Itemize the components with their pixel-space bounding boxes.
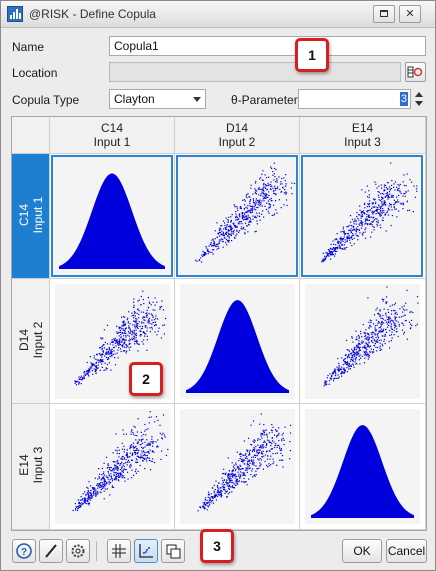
edit-button[interactable]	[39, 539, 63, 563]
row-header-cell: E14	[17, 454, 31, 476]
column-header-3[interactable]: E14 Input 3	[300, 117, 426, 154]
scatter-view-icon	[139, 544, 153, 558]
density-plot	[180, 284, 295, 399]
column-header-name: Input 3	[344, 135, 381, 149]
row-header-name: Input 2	[31, 321, 45, 359]
copula-matrix: C14 Input 1 D14 Input 2 E14 Input 3 C14 …	[11, 116, 427, 531]
restore-icon	[380, 10, 388, 17]
row-header-1[interactable]: C14 Input 1	[12, 154, 50, 279]
title-bar: @RISK - Define Copula ✕	[1, 1, 435, 28]
matrix-cell-1-2[interactable]	[175, 154, 300, 279]
density-plot	[51, 155, 173, 277]
row-header-2[interactable]: D14 Input 2	[12, 279, 50, 404]
row-header-cell: D14	[17, 329, 31, 352]
row-header-cell-line: C14 Input 1	[17, 165, 45, 265]
column-header-1[interactable]: C14 Input 1	[50, 117, 175, 154]
row-header-cell: C14	[17, 204, 31, 227]
risk-app-icon	[7, 6, 23, 22]
matrix-corner	[12, 117, 50, 154]
restore-button[interactable]	[373, 5, 395, 23]
scatter-plot	[55, 409, 170, 524]
scatter-plot	[301, 155, 423, 277]
row-header-name: Input 3	[31, 446, 45, 484]
location-label: Location	[12, 66, 58, 80]
copula-type-label: Copula Type	[12, 93, 80, 107]
help-icon: ?	[16, 543, 32, 559]
grid-icon	[112, 544, 126, 558]
close-icon: ✕	[405, 8, 415, 20]
grid-view-button[interactable]	[107, 539, 131, 563]
footer-divider	[96, 541, 97, 561]
location-input	[109, 62, 401, 82]
theta-parameter-value: 3	[399, 92, 408, 106]
row-header-cell-line: E14 Input 3	[17, 415, 45, 515]
name-value: Copula1	[114, 39, 159, 53]
matrix-cell-3-1[interactable]	[50, 404, 175, 530]
scatter-plot	[55, 284, 170, 399]
matrix-cell-2-1[interactable]	[50, 279, 175, 404]
matrix-cell-2-2[interactable]	[175, 279, 300, 404]
copy-windows-button[interactable]	[161, 539, 185, 563]
copula-type-value: Clayton	[114, 92, 155, 106]
column-header-name: Input 2	[218, 135, 256, 149]
callout-3: 3	[200, 529, 234, 563]
pen-icon	[45, 544, 57, 558]
column-header-name: Input 1	[93, 135, 131, 149]
column-header-2[interactable]: D14 Input 2	[175, 117, 300, 154]
matrix-cell-2-3[interactable]	[300, 279, 426, 404]
chevron-down-icon	[193, 97, 201, 102]
matrix-cell-3-2[interactable]	[175, 404, 300, 530]
column-header-cell: C14	[100, 121, 123, 135]
callout-1: 1	[295, 38, 329, 72]
scatter-plot	[305, 284, 420, 399]
density-plot	[305, 409, 420, 524]
help-button[interactable]: ?	[12, 539, 36, 563]
row-header-3[interactable]: E14 Input 3	[12, 404, 50, 530]
close-button[interactable]: ✕	[399, 5, 421, 23]
callout-2: 2	[129, 362, 163, 396]
name-input[interactable]: Copula1	[109, 36, 426, 56]
reference-picker-icon	[407, 66, 423, 78]
svg-text:?: ?	[21, 547, 27, 558]
scatter-plot	[180, 409, 295, 524]
theta-spinner[interactable]	[412, 89, 426, 109]
theta-parameter-label: θ-Parameter	[231, 93, 298, 107]
matrix-cell-3-3[interactable]	[300, 404, 426, 530]
column-header-cell: E14	[351, 121, 374, 135]
reference-picker-button[interactable]	[405, 62, 426, 82]
settings-button[interactable]	[66, 539, 90, 563]
name-label: Name	[12, 40, 45, 54]
row-header-cell-line: D14 Input 2	[17, 290, 45, 390]
gear-icon	[71, 544, 85, 558]
window-title: @RISK - Define Copula	[29, 7, 156, 21]
matrix-cell-1-1[interactable]	[50, 154, 175, 279]
spinner-arrows-icon	[415, 92, 423, 106]
copula-type-select[interactable]: Clayton	[109, 89, 206, 109]
column-header-cell: D14	[225, 121, 248, 135]
ok-button[interactable]: OK	[342, 539, 382, 563]
row-header-name: Input 1	[31, 196, 45, 234]
scatter-view-button[interactable]	[134, 539, 158, 563]
theta-parameter-input[interactable]: 3	[298, 89, 411, 109]
matrix-cell-1-3[interactable]	[300, 154, 426, 279]
copy-windows-icon	[166, 544, 181, 559]
scatter-plot	[176, 155, 298, 277]
cancel-button[interactable]: Cancel	[386, 539, 427, 563]
